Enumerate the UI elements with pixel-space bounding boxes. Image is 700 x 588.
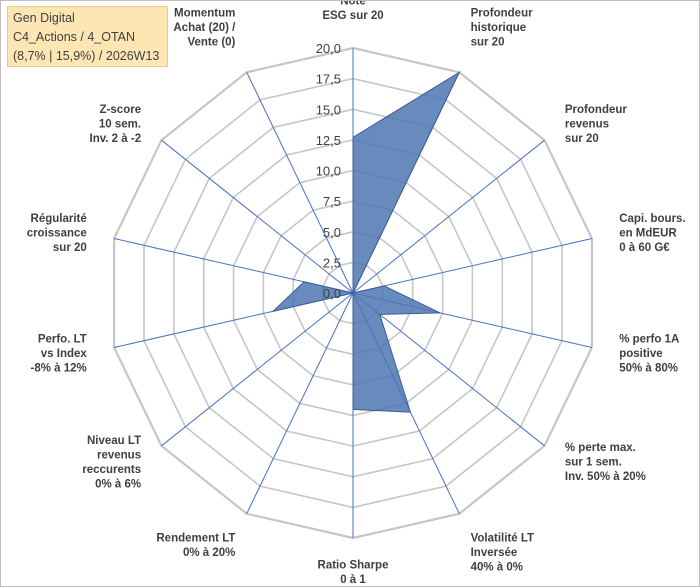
spoke-13 (246, 72, 354, 294)
axis-label-9: Niveau LT revenus reccurents 0% à 6% (82, 435, 141, 491)
axis-label-13: Momentum Achat (20) / Vente (0) (173, 8, 236, 49)
axis-label-5: % perte max. sur 1 sem. Inv. 50% à 20% (565, 442, 646, 483)
axis-label-4: % perfo 1A positive 50% à 80% (619, 333, 679, 374)
spoke-12 (161, 139, 354, 294)
axis-label-8: Rendement LT 0% à 20% (156, 533, 235, 560)
axis-label-6: Volatilité LT Inversée 40% à 0% (471, 533, 534, 574)
tick-label-5: 12,5 (316, 133, 341, 148)
spoke-2 (352, 139, 545, 294)
tick-label-7: 17,5 (316, 72, 341, 87)
tick-label-0: 0,0 (323, 286, 341, 301)
tick-label-2: 5,0 (323, 225, 341, 240)
spoke-8 (246, 292, 354, 514)
spoke-5 (352, 292, 545, 447)
tick-label-8: 20,0 (316, 41, 341, 56)
axis-label-10: Perfo. LT vs Index -8% à 12% (31, 333, 88, 374)
data-series-area (271, 70, 461, 413)
tick-label-3: 7,5 (323, 194, 341, 209)
spoke-3 (352, 238, 593, 294)
tick-label-6: 15,0 (316, 102, 341, 117)
axis-label-11: Régularité croissance sur 20 (27, 213, 87, 254)
axis-label-12: Z-score 10 sem. Inv. 2 à -2 (90, 104, 142, 145)
tick-label-4: 10,0 (316, 164, 341, 179)
info-box: Gen Digital C4_Actions / 4_OTAN (8,7% | … (7, 6, 168, 67)
axis-label-0: Note ESG sur 20 (322, 1, 383, 22)
axis-label-1: Profondeur historique sur 20 (471, 8, 533, 49)
spoke-9 (161, 292, 354, 447)
axis-label-3: Capi. bours. en MdEUR 0 à 60 G€ (619, 213, 685, 254)
tick-label-1: 2,5 (323, 255, 341, 270)
axis-label-2: Profondeur revenus sur 20 (565, 104, 627, 145)
info-line-2: C4_Actions / 4_OTAN (13, 30, 136, 44)
info-line-3: (8,7% | 15,9%) / 2026W13 (13, 49, 160, 63)
axis-label-7: Ratio Sharpe 0 à 1 (318, 559, 389, 586)
info-line-1: Gen Digital (13, 11, 75, 25)
